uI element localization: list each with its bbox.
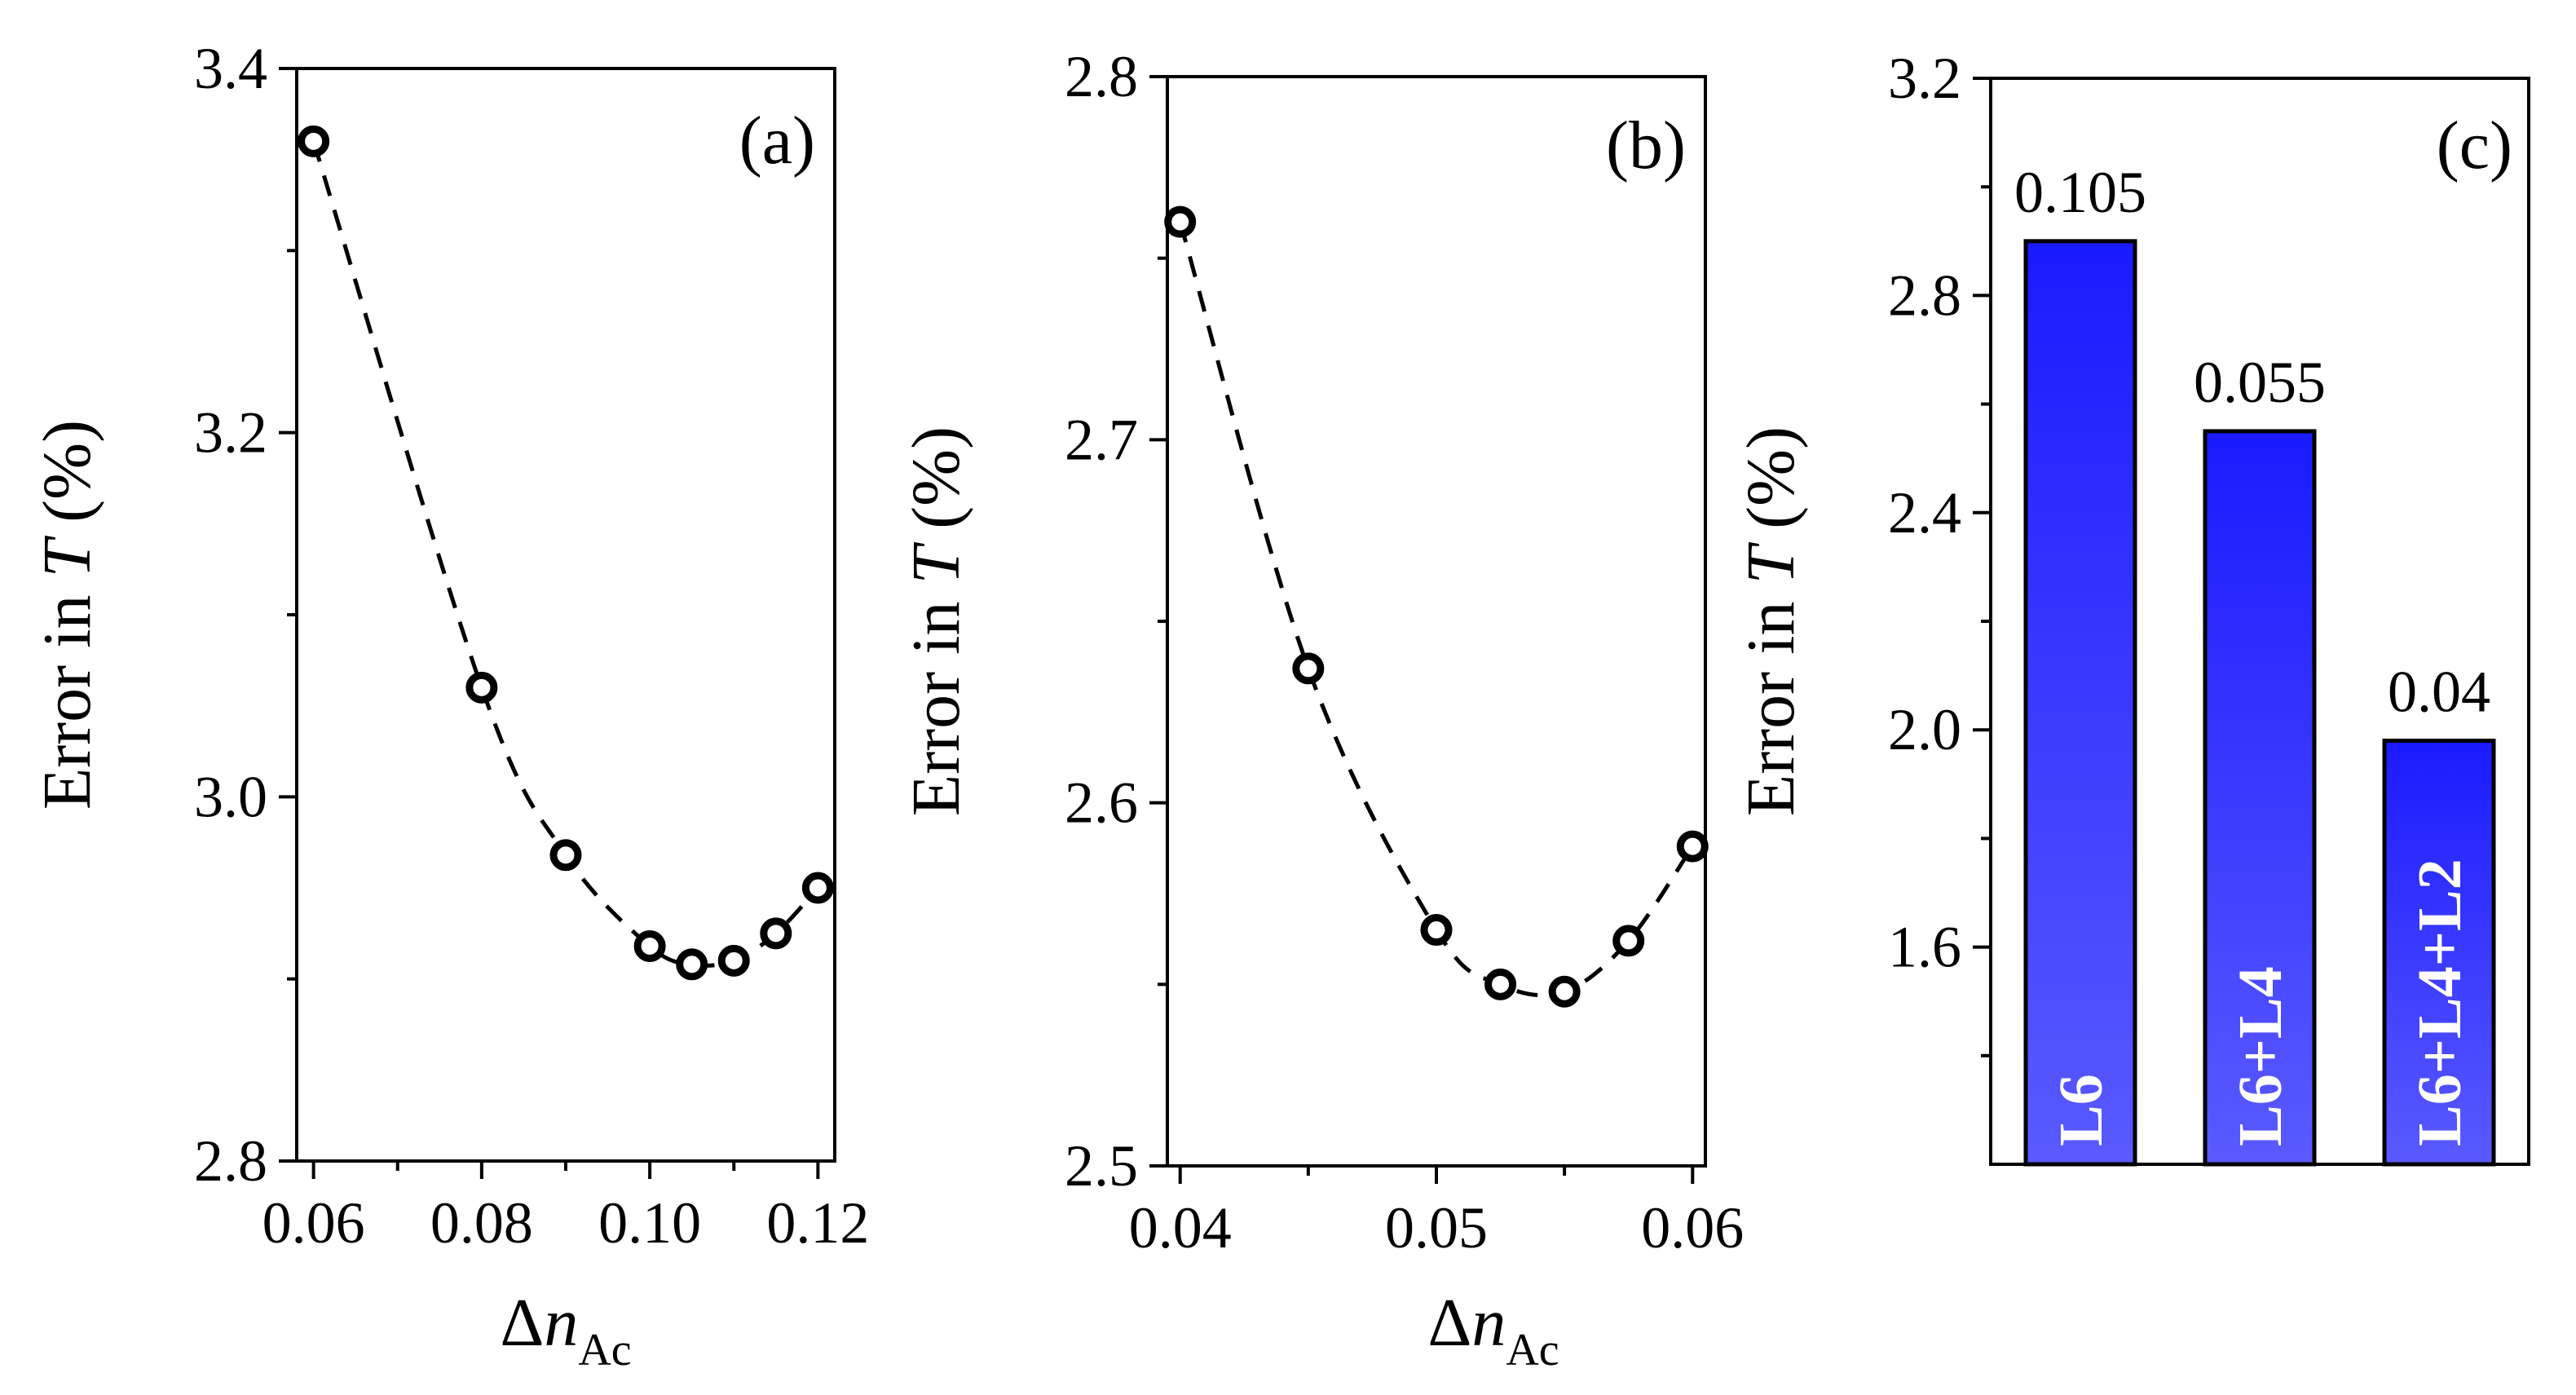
tick-marks-b — [1149, 75, 1695, 1184]
y-tick-label: 2.8 — [1065, 44, 1138, 109]
y-axis-label-b: Error in T (%) — [898, 426, 974, 816]
bar — [2382, 739, 2496, 1167]
y-tick-label: 3.0 — [194, 764, 267, 829]
x-tick-label: 0.10 — [598, 1190, 701, 1256]
tick-marks-a — [279, 67, 820, 1179]
x-axis-label-a: ΔnAc — [500, 1285, 631, 1375]
data-point — [1484, 968, 1517, 1000]
x-axis-label-b: ΔnAc — [1427, 1285, 1559, 1375]
y-axis-label-c: Error in T (%) — [1733, 426, 1809, 816]
panel-a: 2.8 3.0 3.2 3.4 0.06 0.08 0.10 0.12 (a) Error … — [29, 36, 869, 1375]
y-tick-labels-c: 1.6 2.0 2.4 2.8 3.2 — [1888, 46, 1961, 980]
data-point — [298, 125, 330, 157]
bar-category-label: L6 — [2047, 1074, 2115, 1146]
data-point — [1164, 205, 1197, 238]
x-tick-labels-a: 0.06 0.08 0.10 0.12 — [262, 1190, 870, 1256]
data-point — [1420, 914, 1453, 947]
y-tick-label: 2.4 — [1888, 480, 1961, 545]
panel-b: 2.5 2.6 2.7 2.8 0.04 0.05 0.06 (b) Error in T… — [898, 44, 1744, 1375]
y-tick-label: 2.6 — [1065, 770, 1138, 836]
data-point — [465, 671, 498, 704]
panel-label-a: (a) — [739, 103, 815, 179]
data-point — [1292, 652, 1325, 685]
x-tick-labels-b: 0.04 0.05 0.06 — [1129, 1195, 1745, 1260]
x-tick-label: 0.04 — [1129, 1195, 1232, 1260]
bar — [2203, 429, 2317, 1167]
x-tick-label: 0.06 — [1641, 1195, 1744, 1260]
data-point — [760, 917, 792, 950]
fit-curve-a — [311, 140, 820, 968]
bars-c: 0.105 L6 0.055 L6+L4 0.04 L6+L4+L2 — [2014, 160, 2496, 1167]
plot-frame-a — [295, 67, 836, 1163]
x-tick-label: 0.06 — [262, 1190, 365, 1256]
y-tick-label: 2.5 — [1065, 1133, 1138, 1199]
bar-value-label: 0.055 — [2194, 350, 2326, 415]
data-points-b — [1164, 205, 1709, 1008]
bar — [2023, 239, 2137, 1167]
panel-label-c: (c) — [2437, 108, 2512, 183]
y-axis-label-a: Error in T (%) — [29, 420, 105, 810]
data-point — [1612, 925, 1645, 957]
bar-category-label: L6+L4+L2 — [2406, 859, 2474, 1146]
y-tick-label: 2.7 — [1065, 407, 1138, 472]
y-tick-labels-a: 2.8 3.0 3.2 3.4 — [194, 36, 267, 1194]
y-tick-label: 3.2 — [194, 400, 267, 466]
bar-value-label: 0.105 — [2014, 160, 2146, 225]
bar-category-label: L6+L4 — [2226, 966, 2295, 1146]
data-point — [1548, 975, 1581, 1008]
y-tick-label: 3.2 — [1888, 46, 1961, 111]
x-tick-label: 0.08 — [430, 1190, 533, 1256]
panel-label-b: (b) — [1606, 108, 1686, 183]
bar-value-label: 0.04 — [2388, 660, 2490, 725]
y-tick-labels-b: 2.5 2.6 2.7 2.8 — [1065, 44, 1138, 1199]
y-tick-label: 2.0 — [1888, 697, 1961, 762]
data-point — [717, 944, 750, 977]
x-tick-label: 0.12 — [766, 1190, 869, 1256]
fit-curve-b — [1178, 221, 1695, 998]
y-tick-label: 2.8 — [194, 1128, 267, 1194]
data-point — [633, 929, 666, 962]
data-point — [801, 872, 834, 904]
tick-marks-c — [1973, 77, 1991, 1057]
x-tick-label: 0.05 — [1385, 1195, 1488, 1260]
data-points-a — [298, 125, 834, 981]
panel-c: 0.105 L6 0.055 L6+L4 0.04 L6+L4+L2 1.6 2.0 2.4 2… — [1733, 46, 2530, 1167]
y-tick-label: 2.8 — [1888, 263, 1961, 328]
data-point — [549, 839, 582, 872]
y-tick-label: 3.4 — [194, 36, 267, 101]
y-tick-label: 1.6 — [1888, 915, 1961, 980]
data-point — [676, 948, 708, 981]
data-point — [1676, 830, 1709, 863]
plot-frame-b — [1166, 75, 1707, 1168]
